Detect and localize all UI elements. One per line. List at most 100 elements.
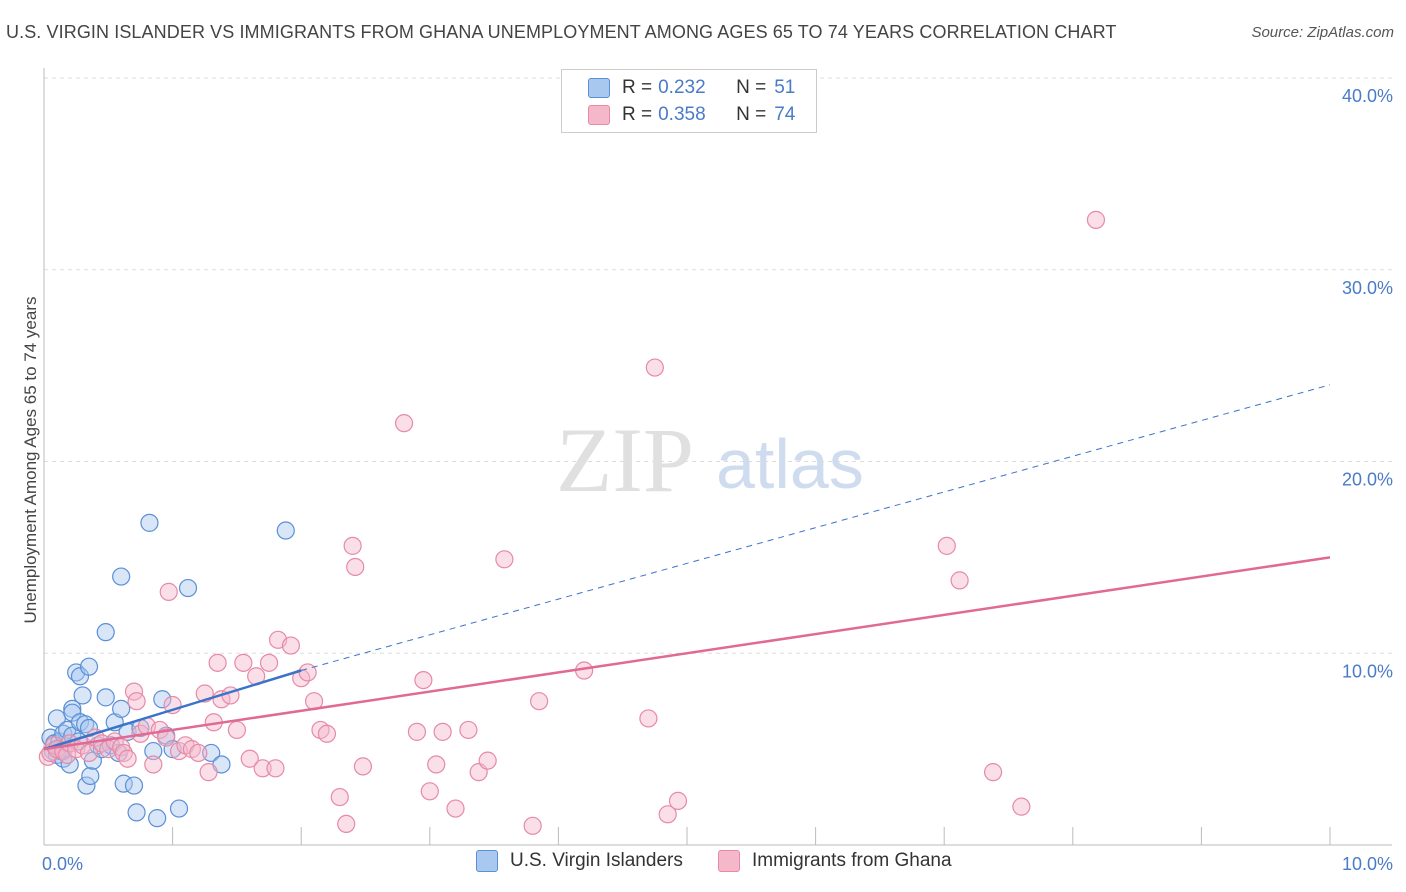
data-point: [178, 578, 198, 598]
legend-r-label: R =: [622, 104, 653, 125]
chart-title: U.S. VIRGIN ISLANDER VS IMMIGRANTS FROM …: [6, 22, 1117, 42]
data-point: [1086, 210, 1106, 229]
axes: [43, 68, 1392, 846]
data-point: [202, 743, 221, 763]
grid-lines: [44, 77, 1392, 654]
legend-r-value: 0.232: [658, 77, 706, 98]
data-point: [112, 567, 131, 586]
data-point: [394, 414, 414, 433]
trend-line-pink: [43, 556, 1331, 751]
data-point: [433, 722, 452, 741]
legend-r-label: R =: [622, 77, 653, 98]
data-point: [1012, 797, 1031, 816]
data-point: [427, 755, 446, 774]
series-immigrants-from-ghana: [38, 210, 1106, 835]
y-tick-label: 40.0%: [1342, 86, 1393, 106]
y-axis-label: Unemployment Among Ages 65 to 74 years: [21, 297, 40, 624]
data-point: [495, 550, 514, 569]
data-point: [148, 809, 167, 828]
trend-line-blue-dashed: [301, 384, 1331, 671]
data-point: [127, 692, 146, 711]
data-point: [407, 722, 427, 741]
data-point: [240, 749, 259, 768]
watermark-zip: ZIP: [556, 409, 694, 511]
data-point: [77, 776, 96, 795]
data-point: [330, 787, 349, 807]
bottom-legend-swatch-pink: [718, 850, 740, 872]
data-point: [298, 663, 317, 682]
data-point: [81, 766, 100, 786]
data-point: [937, 536, 956, 555]
data-point: [523, 816, 542, 835]
data-point: [157, 728, 176, 747]
data-point: [118, 749, 137, 768]
data-point: [127, 803, 146, 822]
data-point: [73, 686, 92, 705]
bottom-legend-label-pink: Immigrants from Ghana: [752, 850, 952, 871]
data-point: [112, 699, 131, 718]
legend-n-value: 74: [774, 104, 796, 125]
data-point: [144, 755, 163, 774]
watermark-atlas: atlas: [716, 425, 864, 503]
legend-n-label: N =: [736, 77, 767, 98]
data-point: [140, 513, 159, 532]
data-point: [144, 741, 163, 761]
bottom-legend-label-blue: U.S. Virgin Islanders: [510, 850, 683, 871]
legend-row-pink: R = 0.358 N = 74: [588, 103, 795, 127]
watermark: ZIP atlas: [556, 409, 864, 511]
data-point: [79, 743, 99, 763]
data-point: [96, 688, 115, 707]
y-tick-label: 10.0%: [1342, 661, 1393, 681]
data-point: [159, 582, 178, 601]
legend-row-blue: R = 0.232 N = 51: [588, 76, 795, 100]
source-label: Source: ZipAtlas.com: [1251, 24, 1394, 41]
legend-n-label: N =: [736, 104, 767, 125]
data-point: [124, 776, 144, 795]
legend-swatch-pink: [588, 105, 610, 125]
data-point: [414, 670, 433, 690]
data-point: [253, 759, 272, 778]
data-point: [530, 692, 549, 711]
data-point: [169, 799, 189, 818]
data-point: [281, 636, 301, 655]
data-point: [346, 557, 365, 577]
data-point: [208, 653, 227, 672]
data-point: [63, 699, 82, 718]
data-point: [343, 536, 362, 555]
data-point: [420, 782, 439, 801]
bottom-legend-blue: U.S. Virgin Islanders: [476, 850, 683, 872]
data-point: [353, 757, 373, 776]
legend-swatch-blue: [588, 78, 610, 98]
trend-lines: [43, 384, 1331, 751]
data-point: [337, 814, 356, 834]
data-point: [199, 763, 218, 782]
data-point: [276, 521, 295, 540]
data-point: [227, 720, 246, 740]
x-tick-label-min: 0.0%: [42, 854, 83, 874]
y-tick-label: 20.0%: [1342, 470, 1393, 490]
y-tick-label: 30.0%: [1342, 278, 1393, 298]
data-point: [639, 709, 658, 728]
trend-line-blue-solid: [43, 669, 302, 751]
x-tick-label-max: 10.0%: [1342, 854, 1393, 874]
bottom-legend-pink: Immigrants from Ghana: [718, 850, 952, 872]
legend-r-value: 0.358: [658, 104, 706, 125]
data-point: [459, 720, 478, 740]
data-point: [96, 623, 115, 642]
legend: R = 0.232 N = 51 R = 0.358 N = 74: [561, 69, 817, 133]
y-tick-labels: 10.0% 20.0% 30.0% 40.0%: [1342, 86, 1393, 681]
data-point: [153, 690, 172, 709]
data-point: [259, 653, 279, 672]
data-point: [317, 724, 337, 743]
data-point: [658, 805, 677, 824]
data-point: [79, 657, 99, 676]
data-point: [63, 703, 82, 722]
data-point: [478, 751, 497, 770]
data-point: [983, 763, 1003, 782]
data-point: [189, 743, 208, 763]
data-point: [446, 799, 465, 818]
data-point: [266, 759, 285, 778]
legend-n-value: 51: [774, 77, 796, 98]
data-point: [645, 358, 664, 377]
